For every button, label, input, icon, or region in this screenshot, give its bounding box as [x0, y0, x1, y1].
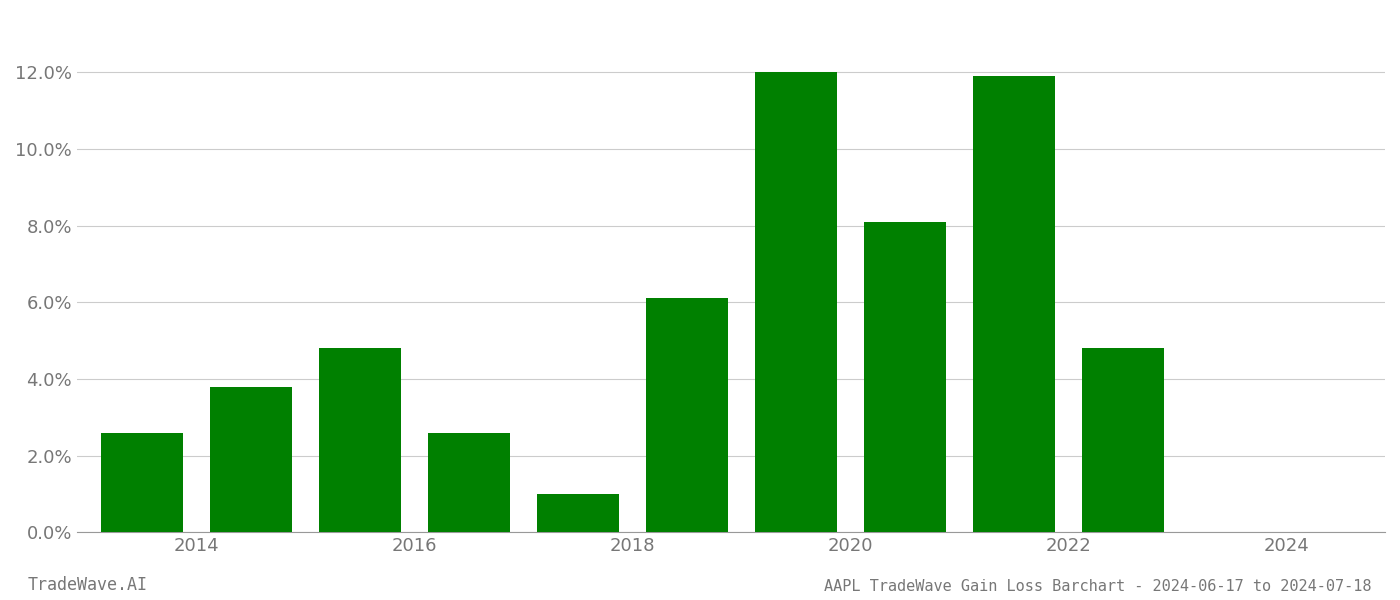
- Bar: [1082, 348, 1165, 532]
- Bar: [647, 298, 728, 532]
- Text: TradeWave.AI: TradeWave.AI: [28, 576, 148, 594]
- Bar: [864, 222, 946, 532]
- Bar: [210, 386, 293, 532]
- Bar: [756, 73, 837, 532]
- Bar: [428, 433, 510, 532]
- Bar: [319, 348, 402, 532]
- Bar: [973, 76, 1056, 532]
- Bar: [101, 433, 183, 532]
- Text: AAPL TradeWave Gain Loss Barchart - 2024-06-17 to 2024-07-18: AAPL TradeWave Gain Loss Barchart - 2024…: [825, 579, 1372, 594]
- Bar: [538, 494, 619, 532]
